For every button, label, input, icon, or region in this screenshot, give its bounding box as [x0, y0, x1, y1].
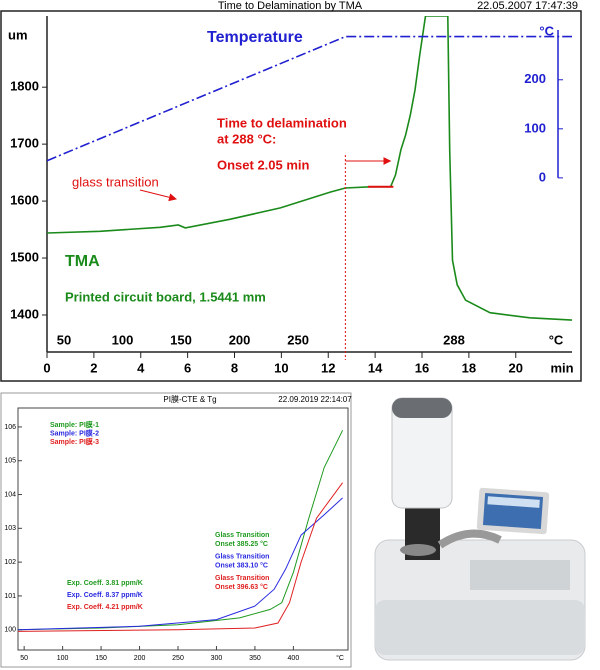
temperature-label: 50 — [57, 332, 71, 347]
annotation: glass transition — [72, 174, 159, 189]
instrument-photo — [362, 393, 598, 667]
y-tick-label: 101 — [4, 593, 16, 600]
sample-label: Printed circuit board, 1.5441 mm — [65, 289, 266, 304]
x-tick-label: 18 — [462, 360, 476, 375]
annotation-arrow — [139, 189, 177, 202]
tg-label: Glass Transition — [215, 532, 269, 539]
x-tick-label: 12 — [321, 360, 335, 375]
x-tick-label: 2 — [90, 360, 97, 375]
x-tick-label: 10 — [274, 360, 288, 375]
y-tick-label: 100 — [4, 627, 16, 634]
x-tick-label: 20 — [509, 360, 523, 375]
y-tick-label: 1500 — [10, 249, 39, 264]
tma-line — [47, 16, 572, 321]
y-tick-label: 104 — [4, 491, 16, 498]
y-tick-label: 102 — [4, 559, 16, 566]
y-tick-label: 1700 — [10, 136, 39, 151]
y2-tick-label: 100 — [524, 120, 546, 135]
chart-title: Time to Delamination by TMA — [218, 0, 363, 12]
timestamp: 22.05.2007 17:47:39 — [477, 0, 578, 12]
y-tick-label: 1400 — [10, 306, 39, 321]
x-tick-label: 0 — [43, 360, 50, 375]
x-tick-label: 8 — [231, 360, 238, 375]
bottom-frame — [0, 392, 352, 668]
temperature-label: 250 — [287, 332, 309, 347]
tg-label: Glass Transition — [215, 575, 269, 582]
x-tick-label: 4 — [137, 360, 145, 375]
onset-label: Onset 385.25 °C — [215, 540, 268, 548]
x-tick-label: 200 — [134, 655, 146, 662]
x-tick-label: 50 — [20, 655, 28, 662]
temperature-label: 200 — [229, 332, 251, 347]
y-tick-label: 106 — [4, 424, 16, 431]
coeff-label: Exp. Coeff. 4.21 ppm/K — [67, 604, 143, 611]
top-frame — [0, 10, 582, 382]
x-tick-label: 250 — [172, 655, 184, 662]
temperature-label: 100 — [112, 332, 134, 347]
x-axis-label: min — [550, 360, 573, 375]
coeff-label: Exp. Coeff. 3.81 ppm/K — [67, 580, 143, 587]
plot-frame — [17, 407, 349, 651]
plot — [47, 16, 572, 321]
y-tick-label: 1600 — [10, 193, 39, 208]
y-axis-label: um — [8, 27, 28, 42]
x-tick-label: 6 — [184, 360, 191, 375]
legend-entry: Sample: PI膜-2 — [50, 428, 99, 437]
x-tick-label: 350 — [249, 655, 261, 662]
x-tick-label: 150 — [95, 655, 107, 662]
hold-temperature: 288 — [443, 332, 465, 347]
annotation: at 288 °C: — [217, 131, 276, 146]
legend-entry: Sample: PI膜-1 — [50, 420, 99, 429]
plot — [18, 430, 344, 632]
temperature-unit: °C — [549, 332, 564, 347]
x-tick-label: 400 — [288, 655, 300, 662]
coeff-label: Exp. Coeff. 8.37 ppm/K — [67, 592, 143, 599]
legend-entry: Sample: PI膜-3 — [50, 437, 99, 446]
y2-tick-label: 0 — [539, 169, 546, 184]
timestamp: 22.09.2019 22:14:07 — [278, 395, 352, 404]
y-tick-label: 1800 — [10, 79, 39, 94]
sample-line — [18, 497, 343, 631]
tg-label: Glass Transition — [215, 553, 269, 560]
series-label: TMA — [65, 253, 100, 270]
y2-axis-label: °C — [539, 23, 554, 38]
annotation: Time to delamination — [217, 115, 347, 130]
temperature-line — [47, 35, 572, 162]
sample-line — [18, 430, 344, 631]
y-tick-label: 103 — [4, 525, 16, 532]
series-label: Temperature — [207, 29, 303, 46]
x-tick-label: 100 — [57, 655, 69, 662]
annotation: Onset 2.05 min — [217, 157, 310, 172]
x-tick-label: 16 — [415, 360, 429, 375]
chart-title: PI膜-CTE & Tg — [163, 394, 216, 404]
onset-label: Onset 396.63 °C — [215, 583, 268, 591]
y-tick-label: 105 — [4, 458, 16, 465]
x-tick-label: 14 — [368, 360, 383, 375]
onset-label: Onset 383.10 °C — [215, 561, 268, 569]
y2-tick-label: 200 — [524, 71, 546, 86]
sample-line — [18, 482, 344, 632]
x-tick-label: 300 — [211, 655, 223, 662]
temperature-label: 150 — [170, 332, 192, 347]
x-axis-label: °C — [336, 654, 344, 662]
